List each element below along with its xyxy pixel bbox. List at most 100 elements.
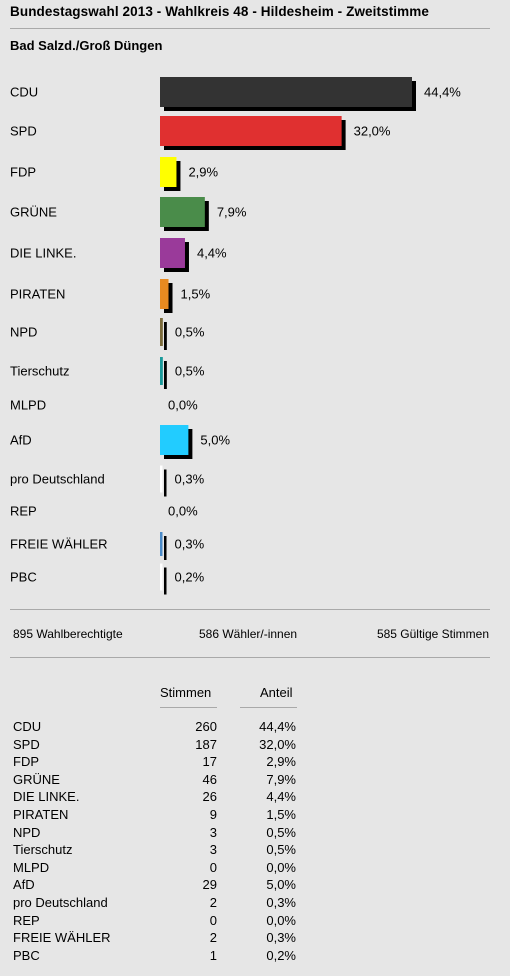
title-divider [10,28,490,29]
party-cell: pro Deutschland [13,895,108,910]
bar-shadow [164,322,167,350]
table-row: FREIE WÄHLER 2 0,3% [0,930,510,948]
bar [160,465,163,493]
party-cell: NPD [13,824,41,840]
chart-divider [10,609,490,610]
share-cell: 44,4% [259,719,296,734]
table-row: PBC 1 0,2% [0,948,510,966]
bar [160,197,205,227]
table-row: GRÜNE 46 7,9% [0,772,510,790]
share-header-underline [240,707,297,708]
page-title: Bundestagswahl 2013 - Wahlkreis 48 - Hil… [10,4,429,19]
data-label: 32,0% [354,124,391,139]
share-cell: 0,2% [266,947,296,963]
share-cell: 32,0% [259,736,296,752]
data-label: 0,2% [175,570,205,585]
table-row: CDU 260 44,4% [0,719,510,737]
table-row: FDP 17 2,9% [0,754,510,772]
district-name: Bad Salzd./Groß Düngen [10,38,163,53]
votes-cell: 29 [202,877,217,893]
valid-votes: 585 Gültige Stimmen [376,627,489,641]
bar [160,563,163,591]
data-label: 0,0% [168,398,198,413]
category-label: CDU [10,85,38,100]
share-cell: 0,3% [266,895,296,910]
votes-cell: 0 [209,912,217,928]
party-cell: GRÜNE [13,771,60,787]
data-label: 0,5% [175,325,205,340]
category-label: DIE LINKE. [10,246,76,261]
category-label: SPD [10,124,37,139]
party-cell: FDP [13,754,39,770]
table-row: NPD 3 0,5% [0,825,510,843]
bar-shadow [164,361,167,389]
category-label: REP [10,504,37,519]
share-column-header: Anteil [260,685,293,700]
votes-cell: 2 [209,930,217,946]
category-label: AfD [10,433,32,448]
bar [160,532,163,556]
category-label: pro Deutschland [10,472,105,487]
data-label: 5,0% [200,433,230,448]
votes-cell: 187 [195,736,217,752]
votes-header-underline [160,707,217,708]
data-label: 7,9% [217,205,247,220]
table-row: SPD 187 32,0% [0,737,510,755]
votes-cell: 3 [209,842,217,858]
bar [160,77,412,107]
votes-cell: 2 [209,895,217,910]
share-cell: 4,4% [266,789,296,805]
category-label: GRÜNE [10,205,57,220]
category-label: Tierschutz [10,364,69,379]
party-cell: PBC [13,947,40,963]
data-label: 0,3% [175,472,205,487]
party-cell: MLPD [13,859,50,875]
votes-column-header: Stimmen [160,685,212,700]
category-label: FREIE WÄHLER [10,537,108,552]
data-label: 0,5% [175,364,205,379]
table-row: pro Deutschland 2 0,3% [0,895,510,913]
bar [160,279,169,309]
party-cell: REP [13,912,40,928]
votes-cell: 3 [209,824,217,840]
data-label: 44,4% [424,85,461,100]
party-cell: CDU [13,719,42,734]
votes-cell: 17 [202,754,217,770]
table-row: DIE LINKE. 26 4,4% [0,789,510,807]
table-row: REP 0 0,0% [0,913,510,931]
bar-shadow [164,567,167,595]
bar [160,157,177,187]
votes-cell: 260 [195,719,217,734]
bar [160,238,185,268]
votes-cell: 0 [209,859,217,875]
eligible-voters: 895 Wahlberechtigte [13,627,123,641]
party-cell: Tierschutz [13,842,73,858]
data-label: 2,9% [188,165,218,180]
table-row: Tierschutz 3 0,5% [0,842,510,860]
data-label: 1,5% [181,287,211,302]
party-cell: PIRATEN [13,807,69,822]
share-cell: 1,5% [266,807,296,822]
table-row: PIRATEN 9 1,5% [0,807,510,825]
category-label: MLPD [10,398,46,413]
bar [160,116,342,146]
category-label: FDP [10,165,36,180]
bar [160,357,163,385]
voter-count: 586 Wähler/-innen [199,627,298,641]
data-label: 0,3% [175,537,205,552]
share-cell: 0,5% [266,842,296,858]
bar-shadow [164,469,167,497]
bar [160,318,163,346]
share-cell: 0,0% [266,912,296,928]
table-row: AfD 29 5,0% [0,877,510,895]
share-cell: 0,0% [266,859,296,875]
party-cell: DIE LINKE. [13,789,80,805]
category-label: PBC [10,570,37,585]
results-bar-chart: CDU 44,4% SPD 32,0% FDP 2,9% GRÜNE 7,9% DIE LINK… [10,77,461,595]
party-cell: AfD [13,877,35,893]
share-cell: 5,0% [266,877,296,893]
party-cell: SPD [13,736,40,752]
votes-cell: 9 [209,807,217,822]
data-label: 0,0% [168,504,198,519]
data-label: 4,4% [197,246,227,261]
